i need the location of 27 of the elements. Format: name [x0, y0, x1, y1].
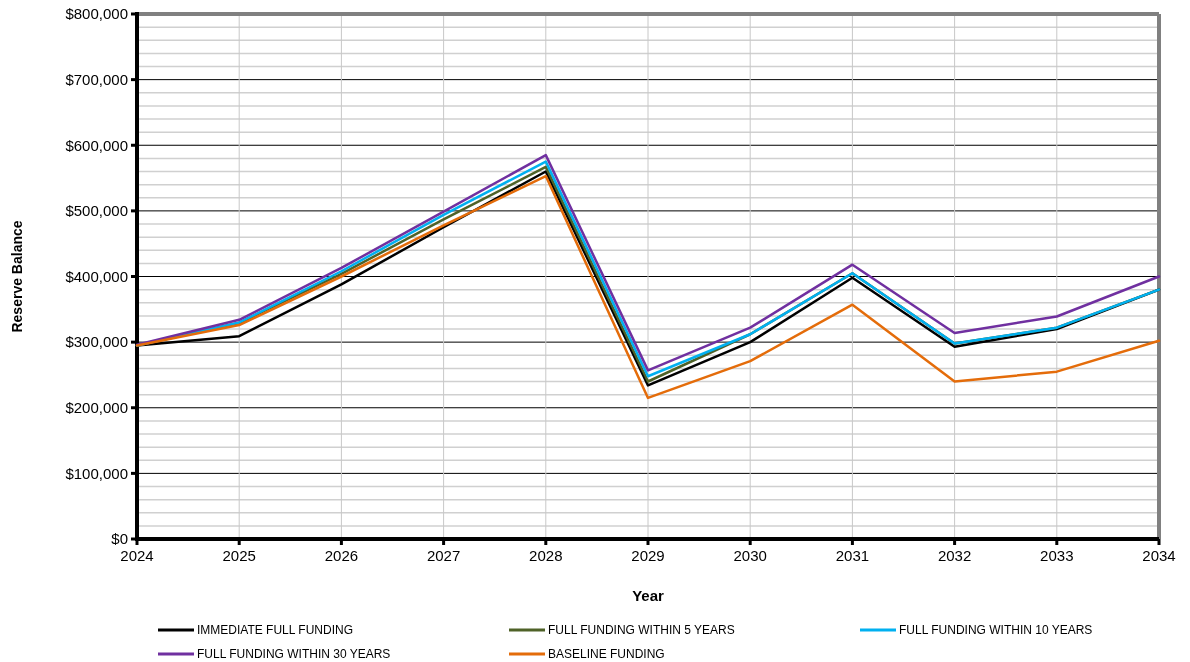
x-tick-label: 2024	[120, 547, 154, 564]
x-tick-label: 2028	[529, 547, 563, 564]
legend-label: IMMEDIATE FULL FUNDING	[197, 623, 354, 638]
x-tick-label: 2025	[222, 547, 256, 564]
x-tick-label: 2033	[1040, 547, 1074, 564]
y-tick-label: $0	[111, 530, 128, 548]
y-tick-label: $800,000	[65, 5, 128, 23]
y-tick-label: $500,000	[65, 202, 128, 220]
legend-label: FULL FUNDING WITHIN 5 YEARS	[548, 623, 735, 638]
legend-label: BASELINE FUNDING	[548, 647, 665, 662]
x-axis-title: Year	[632, 587, 665, 604]
x-tick-label: 2027	[426, 547, 461, 564]
y-tick-label: $700,000	[65, 70, 128, 88]
x-tick-label: 2034	[1142, 547, 1176, 564]
x-tick-label: 2029	[631, 547, 665, 564]
y-axis-title: Reserve Balance	[9, 220, 25, 333]
x-tick-label: 2026	[324, 547, 359, 564]
legend-label: FULL FUNDING WITHIN 30 YEARS	[197, 647, 391, 662]
x-tick-label: 2030	[733, 547, 767, 564]
legend-label: FULL FUNDING WITHIN 10 YEARS	[899, 623, 1093, 638]
y-tick-label: $400,000	[65, 267, 128, 285]
y-tick-label: $100,000	[65, 464, 128, 482]
y-tick-label: $300,000	[65, 333, 128, 351]
y-tick-label: $200,000	[65, 399, 128, 416]
x-tick-label: 2032	[937, 547, 972, 564]
y-tick-label: $600,000	[65, 136, 128, 154]
x-tick-label: 2031	[835, 547, 870, 564]
